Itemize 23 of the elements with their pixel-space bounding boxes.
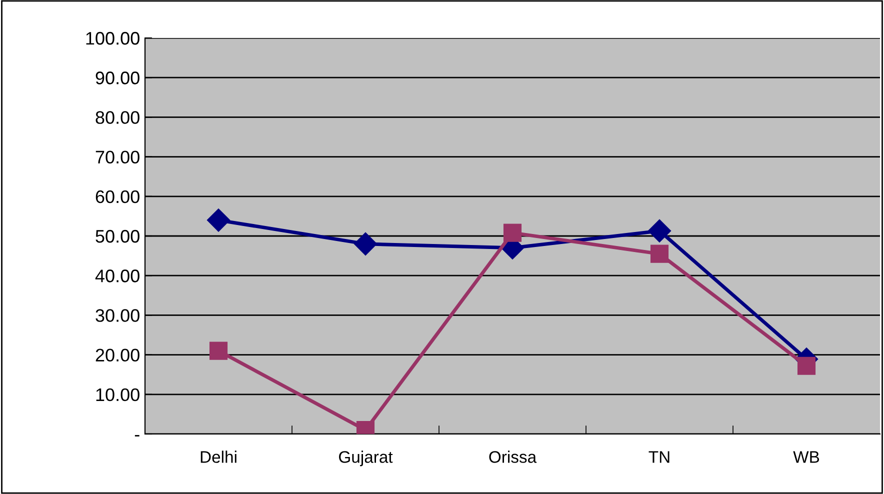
- x-tick-label: Delhi: [200, 450, 236, 463]
- x-tick-label: TN: [648, 451, 670, 463]
- y-tick-label: 10.00: [96, 388, 140, 402]
- y-tick-label: 70.00: [96, 150, 140, 164]
- y-tick-label: 40.00: [95, 270, 140, 282]
- x-tick-label: Orissa: [489, 450, 537, 463]
- y-tick-label: 60.00: [96, 190, 140, 204]
- point: [797, 356, 816, 375]
- y-tick-label: 50.00: [96, 230, 140, 243]
- y-tick-label: 100.00: [86, 32, 140, 45]
- y-tick-label: -: [134, 435, 140, 436]
- point: [209, 342, 228, 360]
- point: [503, 224, 522, 242]
- y-tick-label: 90.00: [96, 72, 140, 84]
- x-tick-label: WB: [793, 451, 820, 463]
- point: [648, 219, 671, 242]
- point: [354, 232, 377, 256]
- point: [207, 208, 230, 232]
- point: [650, 244, 669, 263]
- y-tick-label: 30.00: [96, 309, 140, 322]
- y-tick-label: 20.00: [96, 348, 140, 362]
- y-tick-label: 80.00: [96, 111, 140, 124]
- x-tick-label: Gujarat: [339, 450, 393, 466]
